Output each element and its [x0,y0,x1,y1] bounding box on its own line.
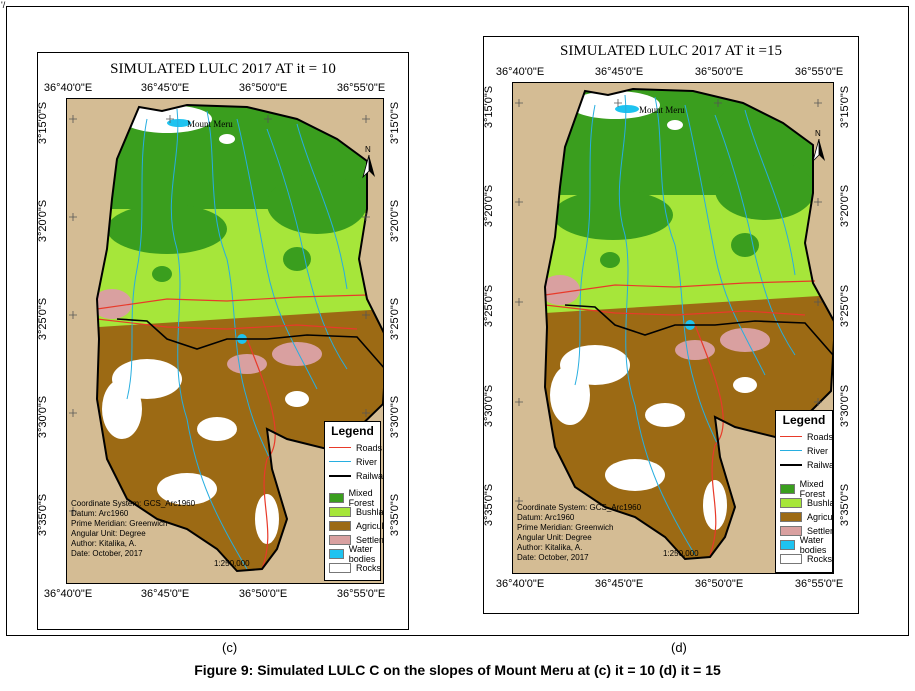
lat-label: 3°20'0"S [37,199,50,243]
legend-item-rocks: Rocks [780,553,832,565]
corner-mark: '/ [1,0,6,10]
place-label: Mount Meru [187,119,233,129]
lat-label: 3°15'0"S [389,101,402,145]
map-title: SIMULATED LULC 2017 AT it = 10 [110,61,336,77]
lat-label: 3°30'0"S [483,384,496,428]
lat-label: 3°35'0"S [483,483,496,527]
lon-label: 36°40'0"E [495,66,545,78]
legend-item-bushland: Bushland [329,506,383,518]
lon-label: 36°45'0"E [140,588,190,600]
map-metadata: Coordinate System: GCS_Arc1960 Datum: Ar… [517,503,642,562]
north-arrow-icon [362,155,375,179]
legend-item-roads: Roads [780,431,833,443]
lon-label: 36°45'0"E [140,82,190,94]
legend-item-settlements: Settlements [780,525,833,537]
lat-label: 3°20'0"S [389,199,402,243]
lon-label: 36°45'0"E [594,66,644,78]
lon-label: 36°50'0"E [238,588,288,600]
legend-item-railway: Railway [780,459,833,471]
place-label: Mount Meru [639,105,685,115]
lulc-map [515,87,833,561]
lat-label: 3°25'0"S [389,297,402,341]
legend-item-mixed-forest: Mixed Forest [329,488,382,508]
lon-label: 36°40'0"E [495,578,545,590]
lat-label: 3°15'0"S [37,101,50,145]
legend: Legend Roads River Railway Mixed Forest … [775,410,833,573]
lat-label: 3°25'0"S [37,297,50,341]
lat-label: 3°35'0"S [37,493,50,537]
map-frame: Mount Meru N Coordinate System: GCS_Arc1… [512,82,834,574]
legend-title: Legend [782,413,826,427]
legend-item-railway: Railway [329,470,383,482]
legend-item-settlements: Settlements [329,534,383,546]
north-arrow: N [361,145,377,179]
lat-label: 3°20'0"S [483,184,496,228]
map-frame: Mount Meru N Coordinate System: GCS_Arc1… [66,98,384,584]
legend-item-roads: Roads [329,442,382,454]
lat-label: 3°25'0"S [839,284,852,328]
lon-label: 36°40'0"E [43,82,93,94]
lat-label: 3°20'0"S [839,184,852,228]
lat-label: 3°15'0"S [483,85,496,129]
lon-label: 36°55'0"E [336,82,386,94]
figure-caption: Figure 9: Simulated LULC C on the slopes… [194,662,721,678]
north-label: N [815,129,821,138]
north-arrow-icon [812,139,825,163]
map-panel-d: SIMULATED LULC 2017 AT it =15 36°40'0"E … [483,36,859,614]
lon-label: 36°50'0"E [694,578,744,590]
map-panel-c: SIMULATED LULC 2017 AT it = 10 36°40'0"E… [37,52,409,630]
figure-frame [6,6,909,636]
panel-caption-c: (c) [222,640,238,655]
lon-label: 36°55'0"E [336,588,386,600]
lon-label: 36°40'0"E [43,588,93,600]
north-label: N [365,145,371,154]
lon-label: 36°50'0"E [694,66,744,78]
legend-item-rocks: Rocks [329,562,381,574]
legend-title: Legend [331,424,374,438]
lat-label: 3°30'0"S [389,395,402,439]
lon-label: 36°50'0"E [238,82,288,94]
lat-label: 3°35'0"S [839,483,852,527]
lat-label: 3°30'0"S [839,384,852,428]
lat-label: 3°30'0"S [37,395,50,439]
legend-item-water-bodies: Water bodies [329,544,383,564]
lon-label: 36°55'0"E [794,578,844,590]
legend-item-river: River [329,456,377,468]
lat-label: 3°35'0"S [389,493,402,537]
legend-item-river: River [780,445,828,457]
panel-caption-d: (d) [671,640,687,655]
legend: Legend Roads River Railway Mixed Forest … [324,421,383,581]
north-arrow: N [811,129,827,163]
legend-item-water-bodies: Water bodies [780,535,833,555]
scale-label: 1:250,000 [663,549,699,558]
map-title: SIMULATED LULC 2017 AT it =15 [560,43,782,59]
lon-label: 36°55'0"E [794,66,844,78]
lat-label: 3°15'0"S [839,85,852,129]
legend-item-bushland: Bushland [780,497,833,509]
legend-item-agriculture: Agriculture [780,511,833,523]
lon-label: 36°45'0"E [594,578,644,590]
legend-item-mixed-forest: Mixed Forest [780,479,833,499]
scale-label: 1:250,000 [214,559,250,568]
map-metadata: Coordinate System: GCS_Arc1960 Datum: Ar… [71,499,196,558]
legend-item-agriculture: Agriculture [329,520,383,532]
lat-label: 3°25'0"S [483,284,496,328]
